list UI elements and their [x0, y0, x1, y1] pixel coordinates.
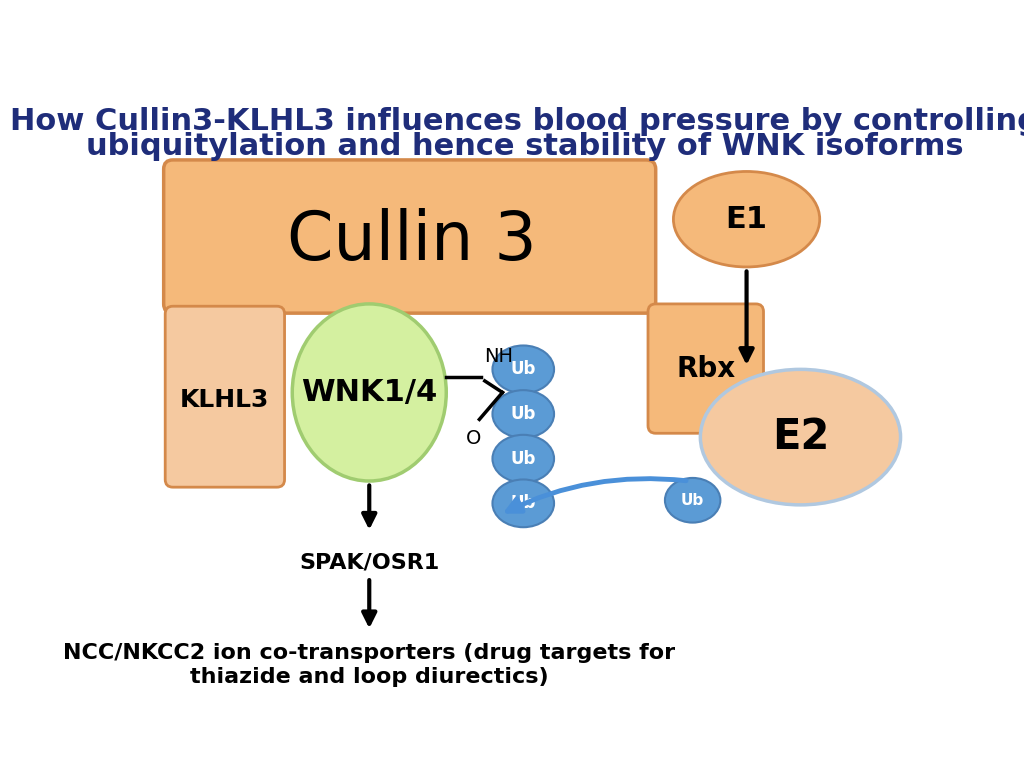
- Ellipse shape: [292, 304, 446, 481]
- Ellipse shape: [700, 369, 900, 505]
- Text: Ub: Ub: [511, 495, 536, 512]
- Text: KLHL3: KLHL3: [180, 388, 269, 412]
- Text: O: O: [466, 429, 481, 448]
- Text: NH: NH: [484, 347, 513, 366]
- Text: Ub: Ub: [511, 405, 536, 423]
- FancyBboxPatch shape: [648, 304, 764, 433]
- Text: NCC/NKCC2 ion co-transporters (drug targets for: NCC/NKCC2 ion co-transporters (drug targ…: [63, 643, 675, 663]
- Text: SPAK/OSR1: SPAK/OSR1: [299, 553, 439, 573]
- FancyBboxPatch shape: [165, 306, 285, 487]
- Text: thiazide and loop diurectics): thiazide and loop diurectics): [189, 667, 549, 687]
- Text: Ub: Ub: [681, 493, 705, 508]
- Ellipse shape: [493, 346, 554, 393]
- Text: E2: E2: [772, 416, 829, 458]
- Ellipse shape: [674, 171, 819, 267]
- Text: Cullin 3: Cullin 3: [287, 208, 537, 273]
- Text: Ub: Ub: [511, 450, 536, 468]
- Text: How Cullin3-KLHL3 influences blood pressure by controlling: How Cullin3-KLHL3 influences blood press…: [10, 107, 1024, 136]
- Text: ubiquitylation and hence stability of WNK isoforms: ubiquitylation and hence stability of WN…: [86, 131, 964, 161]
- Text: E1: E1: [726, 205, 768, 233]
- Ellipse shape: [493, 435, 554, 482]
- FancyBboxPatch shape: [164, 160, 655, 313]
- Text: Rbx: Rbx: [676, 356, 735, 383]
- Ellipse shape: [493, 479, 554, 527]
- Text: Ub: Ub: [511, 360, 536, 379]
- Text: WNK1/4: WNK1/4: [301, 378, 437, 407]
- Ellipse shape: [493, 390, 554, 438]
- Ellipse shape: [665, 478, 720, 522]
